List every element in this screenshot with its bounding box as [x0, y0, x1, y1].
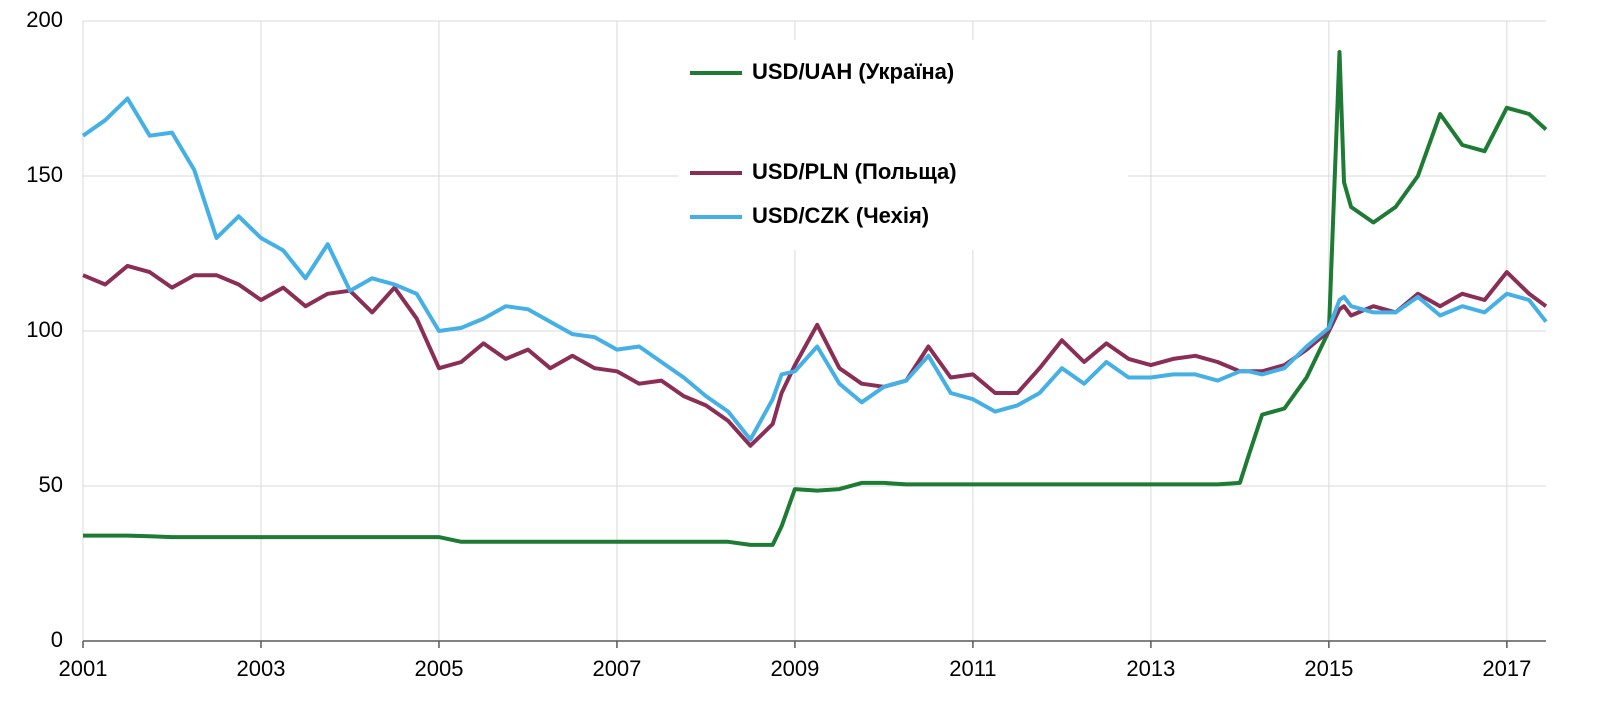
- legend-label: USD/PLN (Польща): [752, 159, 957, 184]
- y-tick-label: 200: [26, 7, 63, 32]
- x-tick-label: 2011: [949, 656, 996, 681]
- x-tick-label: 2005: [414, 656, 463, 681]
- legend-label: USD/CZK (Чехія): [752, 203, 929, 228]
- series-line: [82, 263, 1548, 448]
- series-line: [81, 96, 1548, 442]
- legend: USD/UAH (Україна) USD/PLN (Польща) USD/CZK…: [678, 40, 1128, 250]
- x-tick-label: 2007: [592, 656, 641, 681]
- legend-box: [678, 40, 1128, 250]
- x-tick-label: 2001: [59, 656, 108, 681]
- y-tick-label: 150: [26, 162, 63, 187]
- y-tick-label: 100: [26, 317, 63, 342]
- y-tick-label: 50: [39, 472, 63, 497]
- x-tick-label: 2015: [1304, 656, 1353, 681]
- x-tick-label: 2017: [1482, 656, 1531, 681]
- x-tick-label: 2003: [237, 656, 286, 681]
- legend-label: USD/UAH (Україна): [752, 59, 954, 84]
- x-tick-label: 2009: [770, 656, 819, 681]
- series-line: [83, 50, 1548, 547]
- y-tick-label: 0: [51, 627, 63, 652]
- x-tick-label: 2013: [1126, 656, 1175, 681]
